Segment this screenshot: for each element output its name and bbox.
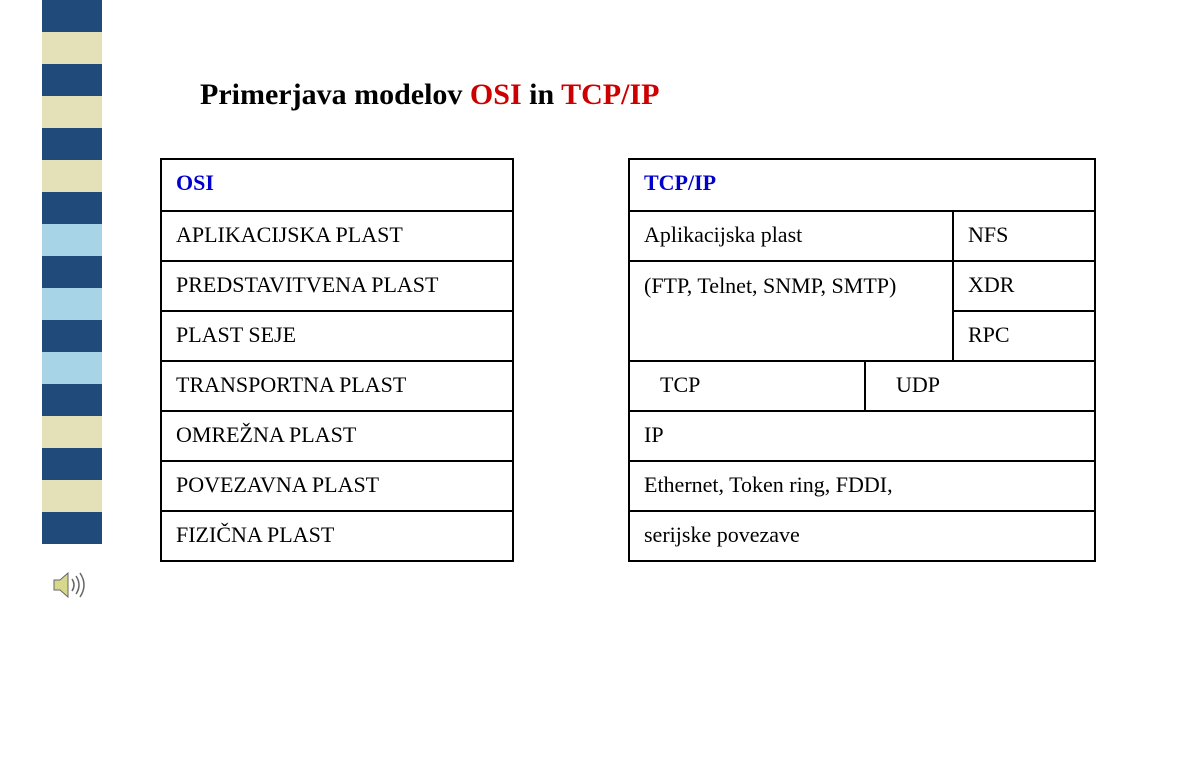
stripe — [42, 64, 102, 96]
tcpip-header: TCP/IP — [630, 160, 1094, 210]
stripe — [42, 480, 102, 512]
osi-table: OSI APLIKACIJSKA PLAST PREDSTAVITVENA PL… — [160, 158, 514, 562]
tcpip-udp: UDP — [864, 362, 1094, 410]
osi-row-presentation: PREDSTAVITVENA PLAST — [162, 262, 512, 312]
tcpip-physical: serijske povezave — [630, 512, 1094, 560]
tcpip-xdr: XDR — [954, 262, 1094, 312]
stripe — [42, 320, 102, 352]
osi-header: OSI — [162, 160, 512, 212]
tcpip-rpc: RPC — [954, 312, 1094, 360]
tcpip-table: TCP/IP Aplikacijska plast (FTP, Telnet, … — [628, 158, 1096, 562]
osi-row-physical: FIZIČNA PLAST — [162, 512, 512, 562]
title-text-2: in — [522, 78, 561, 111]
decorative-stripes — [42, 0, 102, 544]
slide-title: Primerjava modelov OSI in TCP/IP — [200, 78, 659, 112]
stripe — [42, 32, 102, 64]
osi-row-session: PLAST SEJE — [162, 312, 512, 362]
stripe — [42, 128, 102, 160]
stripe — [42, 448, 102, 480]
tcpip-app-label: Aplikacijska plast — [630, 212, 952, 262]
stripe — [42, 160, 102, 192]
osi-row-application: APLIKACIJSKA PLAST — [162, 212, 512, 262]
osi-row-transport: TRANSPORTNA PLAST — [162, 362, 512, 412]
stripe — [42, 384, 102, 416]
tcpip-application-group: Aplikacijska plast (FTP, Telnet, SNMP, S… — [630, 212, 1094, 362]
tcpip-transport-row: TCP UDP — [630, 362, 1094, 412]
title-text-1: Primerjava modelov — [200, 78, 470, 111]
stripe — [42, 352, 102, 384]
stripe — [42, 96, 102, 128]
tcpip-link: Ethernet, Token ring, FDDI, — [630, 462, 1094, 510]
tcpip-tcp: TCP — [630, 362, 864, 410]
stripe — [42, 0, 102, 32]
tcpip-app-protocols: (FTP, Telnet, SNMP, SMTP) — [630, 262, 952, 356]
title-tcpip: TCP/IP — [561, 78, 659, 111]
stripe — [42, 192, 102, 224]
speaker-icon — [52, 570, 86, 600]
tcpip-nfs: NFS — [954, 212, 1094, 262]
osi-row-datalink: POVEZAVNA PLAST — [162, 462, 512, 512]
stripe — [42, 512, 102, 544]
stripe — [42, 256, 102, 288]
stripe — [42, 224, 102, 256]
osi-row-network: OMREŽNA PLAST — [162, 412, 512, 462]
stripe — [42, 416, 102, 448]
title-osi: OSI — [470, 78, 522, 111]
tcpip-ip: IP — [630, 412, 1094, 460]
stripe — [42, 288, 102, 320]
